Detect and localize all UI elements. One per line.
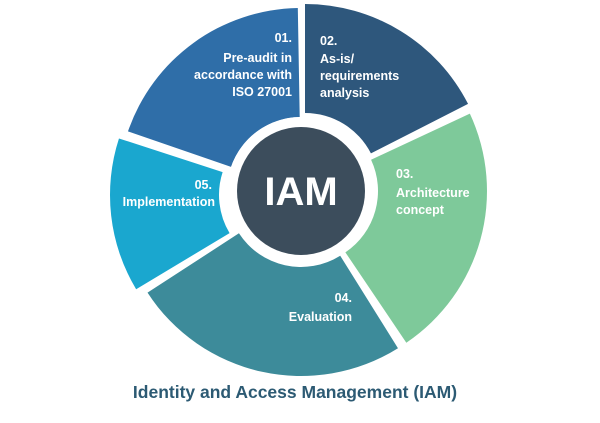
segment-02-label-line-3: analysis — [320, 86, 369, 100]
center-label: IAM — [264, 170, 337, 214]
segment-05-shape — [110, 138, 230, 290]
segment-01-number: 01. — [275, 31, 292, 45]
segment-01-shape — [127, 8, 300, 167]
center-circle — [237, 127, 365, 255]
segment-03-label-line-1: Architecture — [396, 186, 470, 200]
segment-04-evaluation: 04. Evaluation — [147, 233, 398, 377]
segment-01-label-line-2: accordance with — [194, 68, 292, 82]
segment-01-label-line-1: Pre-audit in — [223, 51, 292, 65]
segment-01-label-line-3: ISO 27001 — [232, 85, 292, 99]
segment-01-pre-audit: 01. Pre-audit in accordance with ISO 270… — [127, 8, 300, 167]
segment-05-number: 05. — [195, 178, 212, 192]
segment-05-implementation: 05. Implementation — [110, 138, 230, 290]
segment-04-shape — [147, 233, 398, 377]
segment-02-number: 02. — [320, 34, 337, 48]
segment-03-label-line-2: concept — [396, 203, 445, 217]
diagram-title: Identity and Access Management (IAM) — [133, 382, 457, 402]
segment-03-number: 03. — [396, 167, 413, 181]
segment-04-label-line-1: Evaluation — [289, 310, 352, 324]
segment-02-label-line-2: requirements — [320, 69, 399, 83]
segment-03-shape — [345, 113, 487, 343]
segment-05-label-line-1: Implementation — [123, 195, 215, 209]
segment-02-as-is-analysis: 02. As-is/ requirements analysis — [305, 4, 469, 154]
segment-04-number: 04. — [335, 291, 352, 305]
segment-03-architecture: 03. Architecture concept — [345, 113, 487, 343]
segment-02-label-line-1: As-is/ — [320, 52, 355, 66]
segment-02-shape — [305, 4, 469, 154]
